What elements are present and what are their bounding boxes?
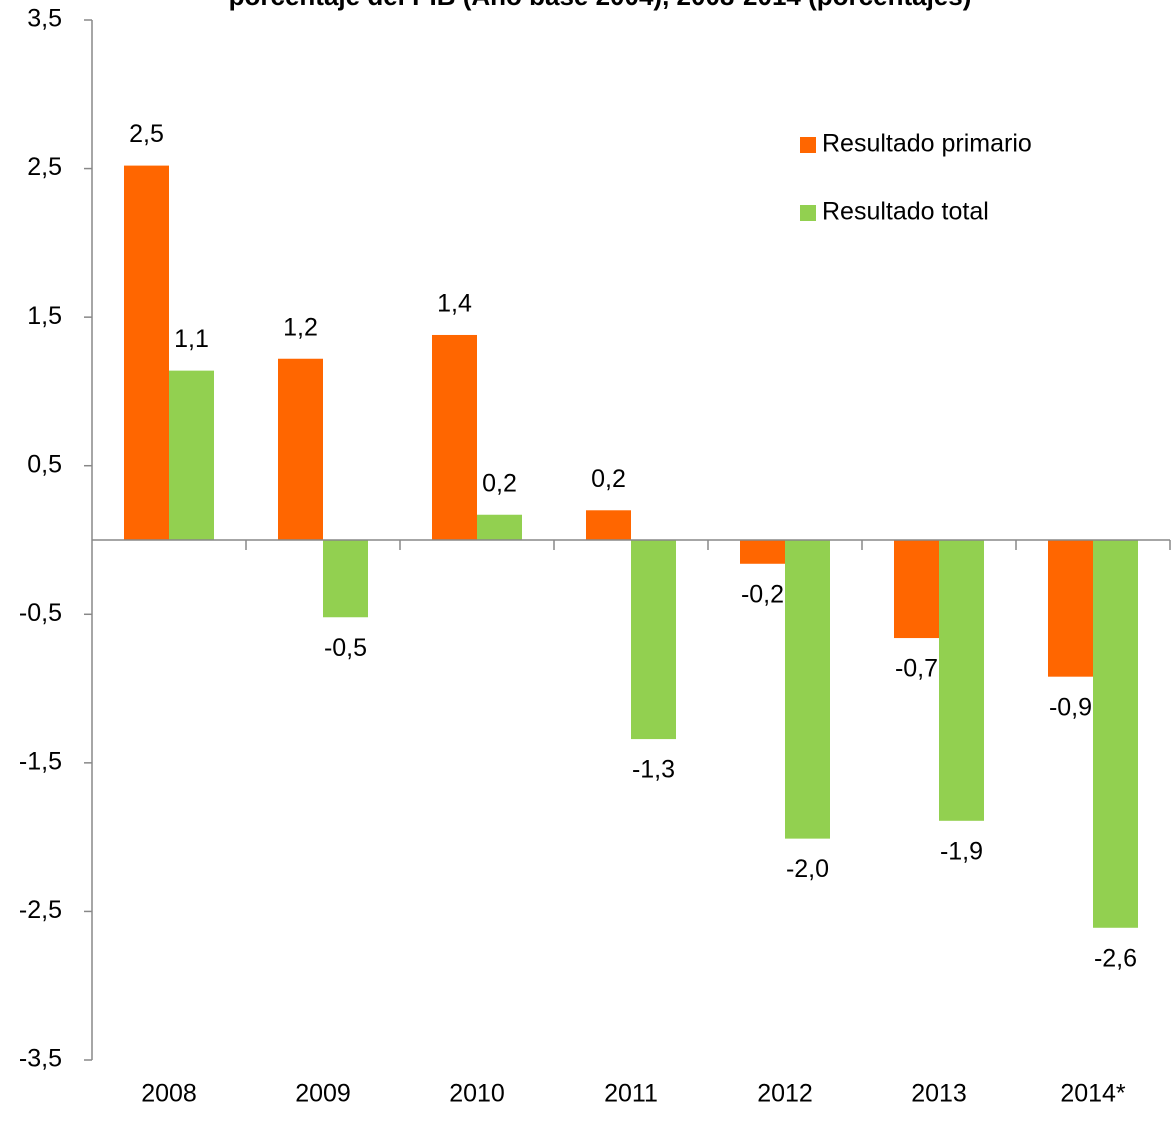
bar (124, 165, 169, 540)
value-label: -1,3 (632, 756, 675, 784)
value-label: -0,7 (895, 655, 938, 683)
bar (432, 334, 477, 540)
x-tick-label: 2012 (757, 1080, 813, 1108)
value-label: -1,9 (940, 837, 983, 865)
legend-swatch (800, 205, 816, 221)
bar (1093, 540, 1138, 928)
y-tick-label: -2,5 (19, 896, 62, 924)
bar (939, 540, 984, 821)
bar (785, 540, 830, 839)
chart-title: porcentaje del PIB (Año base 2004), 2008… (229, 0, 972, 11)
value-label: 0,2 (482, 469, 517, 497)
y-tick-label: 2,5 (27, 153, 62, 181)
x-tick-label: 2013 (911, 1080, 967, 1108)
y-tick-label: -3,5 (19, 1045, 62, 1073)
bar (586, 510, 631, 540)
x-tick-label: 2014* (1060, 1080, 1126, 1108)
bar (169, 370, 214, 540)
bar (631, 540, 676, 740)
y-tick-label: -1,5 (19, 747, 62, 775)
bar (894, 540, 939, 639)
legend-label: Resultado primario (822, 130, 1032, 158)
bar (278, 358, 323, 540)
x-tick-label: 2008 (141, 1080, 197, 1108)
value-label: -0,9 (1049, 693, 1092, 721)
x-tick-label: 2009 (295, 1080, 351, 1108)
value-label: -2,6 (1094, 944, 1137, 972)
value-label: -2,0 (786, 855, 829, 883)
bar (1048, 540, 1093, 677)
value-label: 1,1 (174, 325, 209, 353)
bar (323, 540, 368, 618)
bar (477, 514, 522, 540)
value-label: 1,4 (437, 290, 472, 318)
value-label: 0,2 (591, 465, 626, 493)
x-tick-label: 2011 (604, 1080, 658, 1108)
legend-swatch (800, 137, 816, 153)
y-tick-label: 0,5 (27, 450, 62, 478)
bar (740, 540, 785, 564)
y-tick-label: -0,5 (19, 599, 62, 627)
x-tick-label: 2010 (449, 1080, 505, 1108)
y-tick-label: 1,5 (27, 302, 62, 330)
y-tick-label: 3,5 (27, 5, 62, 33)
legend-label: Resultado total (822, 198, 989, 226)
value-label: -0,5 (324, 634, 367, 662)
value-label: 1,2 (283, 313, 318, 341)
value-label: -0,2 (741, 580, 784, 608)
value-label: 2,5 (129, 120, 164, 148)
